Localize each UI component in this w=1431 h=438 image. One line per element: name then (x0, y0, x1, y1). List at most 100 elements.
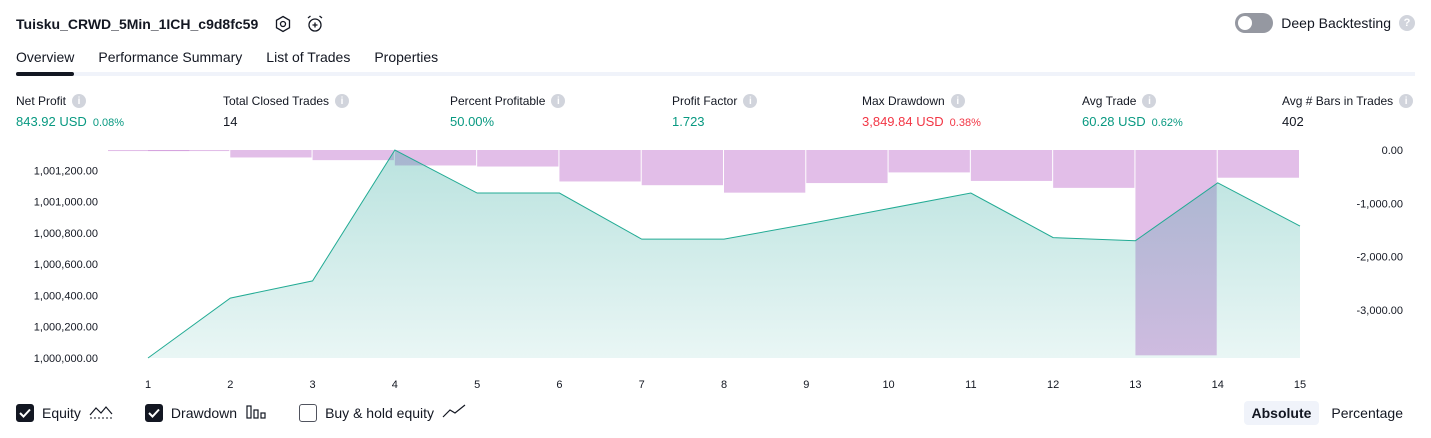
scale-mode-switch: Absolute Percentage (1243, 401, 1412, 425)
metric-percent-profitable: Percent Profitable i 50.00% (450, 93, 566, 129)
metric-percent: 0.08% (92, 117, 125, 129)
metric-label: Avg # Bars in Trades (1282, 94, 1394, 108)
legend-buy-hold[interactable]: Buy & hold equity (299, 403, 466, 422)
tab-performance-summary[interactable]: Performance Summary (98, 49, 243, 65)
x-axis-tick: 11 (965, 379, 976, 391)
equity-drawdown-chart[interactable]: 1,000,000.00 1,000,200.00 1,000,400.00 1,00… (0, 140, 1431, 395)
right-axis-tick: -1,000.00 (1357, 198, 1403, 210)
tab-overview[interactable]: Overview (16, 44, 75, 76)
left-axis-tick: 1,001,000.00 (34, 197, 98, 209)
settings-hex-icon[interactable] (272, 13, 294, 35)
drawdown-bar (1053, 150, 1135, 188)
right-axis-tick: 0.00 (1382, 145, 1403, 157)
legend-drawdown-label: Drawdown (170, 404, 238, 421)
drawdown-bar (148, 150, 230, 152)
legend-buy-hold-label: Buy & hold equity (325, 404, 435, 421)
metric-avg-trade: Avg Trade i 60.28 USD 0.62% (1082, 93, 1183, 129)
toggle-knob (1238, 16, 1253, 30)
tab-properties[interactable]: Properties (374, 49, 439, 65)
legend-equity-label: Equity (42, 404, 81, 421)
x-axis-tick: 3 (310, 379, 316, 391)
x-axis-tick: 7 (639, 379, 645, 391)
x-axis-tick: 8 (721, 379, 727, 391)
deep-backtesting-control: Deep Backtesting ? (1235, 13, 1415, 33)
metric-profit-factor: Profit Factor i 1.723 (672, 93, 758, 129)
left-axis-tick: 1,000,400.00 (34, 290, 98, 302)
metric-total-closed-trades: Total Closed Trades i 14 (223, 93, 350, 129)
drawdown-bar (312, 150, 394, 161)
drawdown-bar (1217, 150, 1299, 178)
right-axis-tick: -3,000.00 (1357, 305, 1403, 317)
info-icon[interactable]: i (743, 94, 758, 108)
x-axis-tick: 4 (392, 379, 398, 391)
drawdown-bar (888, 150, 970, 173)
metric-net-profit: Net Profit i 843.92 USD 0.08% (16, 93, 124, 129)
x-axis-tick: 12 (1047, 379, 1059, 391)
buy-hold-line-icon (442, 403, 466, 422)
deep-backtesting-label: Deep Backtesting (1281, 15, 1391, 31)
equity-line (147, 149, 1301, 359)
info-icon[interactable]: i (72, 94, 87, 108)
metric-value: 843.92 USD (16, 114, 87, 129)
metric-max-drawdown: Max Drawdown i 3,849.84 USD 0.38% (862, 93, 981, 129)
x-axis-tick: 10 (882, 379, 894, 391)
left-axis-tick: 1,000,600.00 (34, 259, 98, 271)
left-axis-tick: 1,000,200.00 (34, 322, 98, 334)
metrics-row: Net Profit i 843.92 USD 0.08% Total Closed… (16, 93, 1415, 133)
metric-value: 402 (1282, 114, 1304, 129)
left-axis-tick: 1,000,800.00 (34, 228, 98, 240)
drawdown-bar (559, 150, 641, 182)
x-axis-tick: 1 (145, 379, 151, 391)
metric-value: 50.00% (450, 114, 495, 129)
x-axis-tick: 14 (1212, 379, 1224, 391)
help-icon[interactable]: ? (1399, 15, 1415, 31)
drawdown-bar (641, 150, 723, 186)
report-tabs: Overview Performance Summary List of Tra… (16, 44, 1415, 76)
metric-value: 1.723 (672, 114, 705, 129)
metric-avg-bars-in-trades: Avg # Bars in Trades i 402 (1282, 93, 1414, 129)
legend-drawdown[interactable]: Drawdown (144, 403, 267, 422)
x-axis-tick: 9 (803, 379, 809, 391)
absolute-mode-button[interactable]: Absolute (1243, 401, 1320, 425)
info-icon[interactable]: i (551, 94, 566, 108)
metric-percent: 0.38% (949, 117, 981, 129)
info-icon[interactable]: i (335, 94, 350, 108)
info-icon[interactable]: i (950, 94, 965, 108)
metric-label: Profit Factor (672, 94, 738, 108)
alarm-clock-add-icon[interactable] (304, 13, 326, 35)
x-axis-tick: 13 (1129, 379, 1141, 391)
info-icon[interactable]: i (1399, 94, 1414, 108)
equity-series (147, 149, 1301, 359)
chart-legend: Equity Drawdown Buy & hold equity (16, 403, 466, 422)
x-axis-tick: 6 (556, 379, 562, 391)
left-axis-tick: 1,000,000.00 (34, 353, 98, 365)
x-axis-tick: 2 (227, 379, 233, 391)
legend-equity[interactable]: Equity (16, 403, 113, 422)
drawdown-checkbox[interactable] (144, 403, 163, 422)
equity-checkbox[interactable] (16, 403, 34, 422)
deep-backtesting-toggle[interactable] (1235, 13, 1274, 33)
right-axis-tick: -2,000.00 (1357, 252, 1403, 264)
metric-value: 3,849.84 USD (862, 114, 944, 129)
equity-line-icon (89, 403, 113, 422)
percentage-mode-button[interactable]: Percentage (1331, 405, 1403, 421)
drawdown-bars-icon (245, 403, 267, 422)
metric-value: 14 (223, 114, 238, 129)
strategy-title: Tuisku_CRWD_5Min_1ICH_c9d8fc59 (16, 16, 259, 32)
x-axis-tick: 15 (1294, 379, 1306, 391)
left-axis-tick: 1,001,200.00 (34, 165, 98, 177)
drawdown-bar (724, 150, 806, 193)
buy-hold-checkbox[interactable] (299, 403, 318, 422)
metric-percent: 0.62% (1151, 117, 1183, 129)
metric-value: 60.28 USD (1082, 114, 1146, 129)
drawdown-bar (230, 150, 312, 158)
drawdown-bar (970, 150, 1053, 181)
x-axis-tick: 5 (474, 379, 480, 391)
drawdown-bar (806, 150, 888, 184)
info-icon[interactable]: i (1142, 94, 1157, 108)
metric-label: Net Profit (16, 94, 67, 108)
metric-label: Max Drawdown (862, 94, 945, 108)
metric-label: Percent Profitable (450, 94, 546, 108)
metric-label: Avg Trade (1082, 94, 1137, 108)
tab-list-of-trades[interactable]: List of Trades (266, 49, 351, 65)
